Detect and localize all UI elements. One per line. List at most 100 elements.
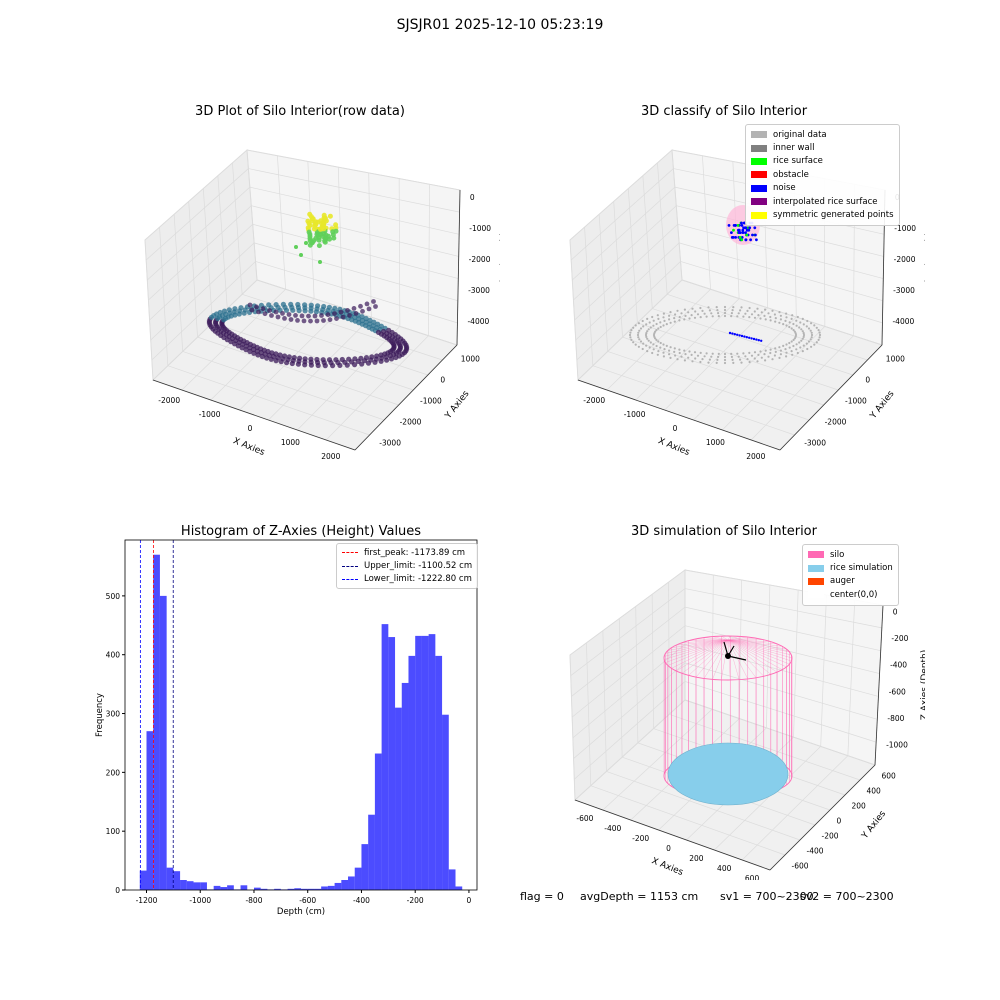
histogram-bar <box>428 634 436 890</box>
simulation-plot-title: 3D simulation of Silo Interior <box>631 524 817 539</box>
grid-line <box>150 242 255 341</box>
original-point <box>717 312 720 315</box>
x-tick-label: 1000 <box>281 438 300 447</box>
original-point <box>657 327 660 330</box>
original-point <box>662 316 665 319</box>
original-point <box>779 318 782 321</box>
original-point <box>737 355 740 358</box>
original-point <box>744 355 747 358</box>
grid-line <box>847 599 856 756</box>
legend-swatch <box>751 171 767 179</box>
grid-line <box>570 168 674 261</box>
floor-point <box>345 308 350 313</box>
rice-surface <box>667 742 789 806</box>
original-point <box>813 324 816 327</box>
cluster-point <box>737 231 741 234</box>
histogram-bar <box>227 885 234 890</box>
noise-point <box>760 339 763 342</box>
silo-roof-line <box>727 639 783 647</box>
original-point <box>802 332 805 335</box>
noise-points <box>728 331 763 342</box>
original-point <box>701 309 704 312</box>
original-point <box>759 350 762 353</box>
original-point <box>731 309 734 312</box>
original-point <box>637 336 640 339</box>
original-point <box>641 347 644 351</box>
original-point <box>801 337 804 340</box>
grid-line <box>635 606 639 743</box>
original-point <box>655 329 658 332</box>
original-point <box>798 326 801 329</box>
original-point <box>813 343 816 346</box>
original-point <box>748 360 751 364</box>
grid-line <box>575 242 680 341</box>
grid-line <box>738 579 742 719</box>
grid-line <box>197 336 399 406</box>
silo-roof-line <box>727 639 748 680</box>
original-point <box>801 330 804 333</box>
original-point <box>634 324 637 327</box>
grid-line <box>602 630 607 772</box>
plot-frame <box>124 539 478 891</box>
original-point <box>639 327 643 330</box>
original-point <box>736 315 739 318</box>
original-point <box>807 340 811 343</box>
grid-line <box>569 239 579 381</box>
silo-roof-line <box>727 639 771 642</box>
original-point <box>710 355 713 358</box>
histogram-bar <box>287 888 295 890</box>
x-tick-label: -2000 <box>583 396 605 405</box>
cluster-point <box>737 228 740 232</box>
original-point <box>802 333 806 337</box>
grid-line <box>167 365 370 436</box>
histogram-bar <box>421 635 429 890</box>
noise-point <box>752 337 756 341</box>
original-point <box>659 346 662 349</box>
stray-point <box>294 245 298 249</box>
y-tick-label: -200 <box>822 832 839 841</box>
floor-point <box>362 358 368 364</box>
y-axis-label: Y Axies <box>868 389 897 422</box>
noise-point <box>740 334 744 338</box>
histogram-title: Histogram of Z-Axies (Height) Values <box>180 524 422 539</box>
histogram-bar <box>274 888 281 890</box>
floor-point <box>280 311 285 316</box>
floor-point <box>366 306 372 312</box>
x-tick-label: -600 <box>299 896 316 905</box>
y-tick-label: 400 <box>106 651 121 660</box>
floor-point <box>319 313 324 318</box>
original-point <box>723 311 727 315</box>
top-point <box>333 228 339 234</box>
original-point <box>778 346 781 349</box>
histogram-bar <box>374 753 382 890</box>
floor-point <box>367 317 373 323</box>
original-point <box>815 341 818 344</box>
cluster-point <box>738 236 742 239</box>
z-tick-label: -1000 <box>469 224 491 233</box>
original-point <box>696 313 700 316</box>
original-point <box>788 346 791 349</box>
grid-line <box>635 298 740 401</box>
floor-point <box>378 358 384 364</box>
grid-line <box>684 662 878 720</box>
original-point <box>791 314 794 317</box>
grid-line <box>820 594 827 747</box>
z-axis-label: Z Axies (Depth) <box>500 232 501 303</box>
z-axis-line <box>456 189 461 346</box>
original-point <box>737 312 740 315</box>
y-tick-label: 400 <box>867 787 882 796</box>
original-point <box>652 333 656 337</box>
original-point <box>801 317 804 320</box>
grid-line <box>145 168 249 261</box>
z-tick-label: -200 <box>891 634 908 643</box>
original-point <box>815 326 818 329</box>
grid-line <box>702 155 711 290</box>
cluster-point <box>745 233 749 237</box>
grid-line <box>569 654 576 801</box>
raw-plot-title: 3D Plot of Silo Interior(row data) <box>195 104 405 119</box>
silo-roof-line <box>671 639 729 648</box>
grid-line <box>669 713 861 781</box>
floor-point <box>360 308 365 314</box>
x-axis-label: X Axies <box>231 436 266 458</box>
silo-roof-line <box>727 639 790 665</box>
